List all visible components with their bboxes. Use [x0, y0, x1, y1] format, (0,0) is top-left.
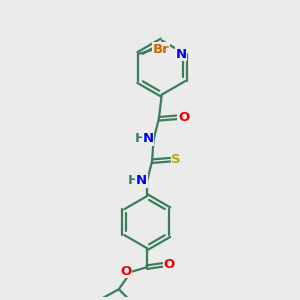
Text: H: H	[135, 132, 146, 145]
Text: H: H	[128, 174, 139, 188]
Text: N: N	[136, 174, 147, 188]
Text: N: N	[175, 47, 186, 61]
Text: O: O	[178, 111, 189, 124]
Text: Br: Br	[153, 43, 170, 56]
Text: O: O	[163, 258, 175, 271]
Text: S: S	[171, 153, 181, 166]
Text: N: N	[143, 132, 154, 145]
Text: O: O	[121, 265, 132, 278]
